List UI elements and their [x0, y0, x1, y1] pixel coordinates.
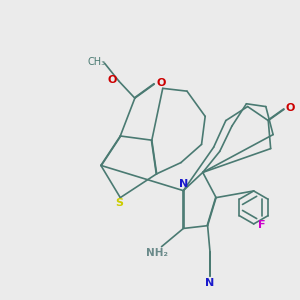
- Text: S: S: [115, 198, 123, 208]
- Text: N: N: [206, 278, 215, 288]
- Text: O: O: [108, 75, 117, 85]
- Text: O: O: [286, 103, 295, 113]
- Text: N: N: [179, 179, 188, 189]
- Text: F: F: [258, 220, 266, 230]
- Text: CH₃: CH₃: [87, 57, 105, 67]
- Text: O: O: [156, 78, 166, 88]
- Text: NH₂: NH₂: [146, 248, 168, 258]
